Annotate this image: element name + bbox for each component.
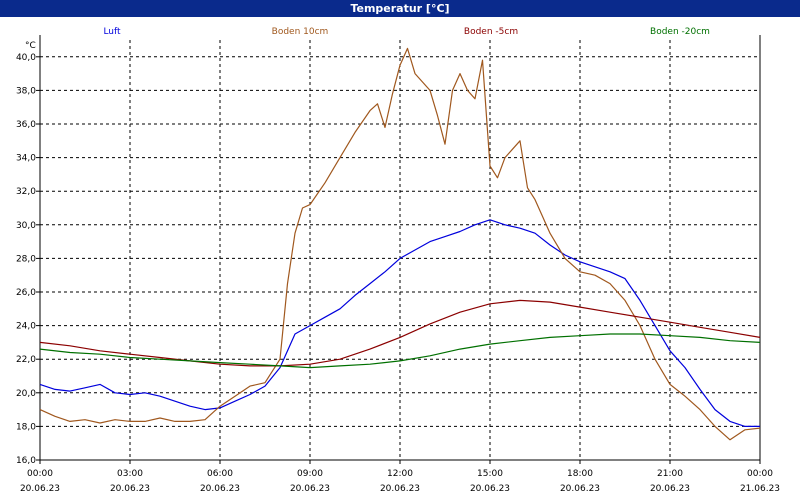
y-tick-label: 30,0 bbox=[16, 221, 36, 231]
y-tick-label: 22,0 bbox=[16, 355, 36, 365]
x-tick-date: 20.06.23 bbox=[110, 484, 150, 494]
x-tick-date: 20.06.23 bbox=[650, 484, 690, 494]
legend-boden-5cm: Boden -5cm bbox=[464, 27, 518, 37]
x-tick-date: 20.06.23 bbox=[560, 484, 600, 494]
x-tick-date: 20.06.23 bbox=[200, 484, 240, 494]
legend-boden-20cm: Boden -20cm bbox=[650, 27, 710, 37]
x-tick-time: 18:00 bbox=[567, 469, 593, 479]
y-tick-label: 26,0 bbox=[16, 288, 36, 298]
y-tick-label: 36,0 bbox=[16, 120, 36, 130]
series-line-luft bbox=[39, 219, 760, 427]
series-line-boden-5cm bbox=[39, 299, 761, 367]
x-tick-date: 20.06.23 bbox=[290, 484, 330, 494]
y-tick-label: 34,0 bbox=[16, 154, 36, 164]
y-tick-label: 38,0 bbox=[16, 86, 36, 96]
y-tick-label: 32,0 bbox=[16, 187, 36, 197]
x-tick-time: 15:00 bbox=[477, 469, 503, 479]
y-axis-unit: °C bbox=[25, 41, 36, 51]
y-tick-label: 16,0 bbox=[16, 456, 36, 466]
y-tick-label: 24,0 bbox=[16, 322, 36, 332]
legend-luft: Luft bbox=[103, 27, 121, 37]
x-tick-time: 12:00 bbox=[387, 469, 413, 479]
x-tick-date: 20.06.23 bbox=[20, 484, 60, 494]
y-tick-label: 40,0 bbox=[16, 53, 36, 63]
legend-boden-10cm: Boden 10cm bbox=[272, 27, 329, 37]
series-line-boden-20cm bbox=[39, 333, 761, 369]
x-tick-time: 00:00 bbox=[27, 469, 53, 479]
y-tick-label: 20,0 bbox=[16, 389, 36, 399]
x-tick-time: 09:00 bbox=[297, 469, 323, 479]
x-tick-date: 21.06.23 bbox=[740, 484, 780, 494]
x-tick-date: 20.06.23 bbox=[380, 484, 420, 494]
x-tick-time: 00:00 bbox=[747, 469, 773, 479]
y-tick-label: 28,0 bbox=[16, 254, 36, 264]
y-tick-label: 18,0 bbox=[16, 422, 36, 432]
x-tick-time: 06:00 bbox=[207, 469, 233, 479]
x-tick-date: 20.06.23 bbox=[470, 484, 510, 494]
x-tick-time: 03:00 bbox=[117, 469, 143, 479]
series-line-boden-10cm bbox=[39, 47, 761, 441]
chart-title: Temperatur [°C] bbox=[0, 0, 800, 17]
x-tick-time: 21:00 bbox=[657, 469, 683, 479]
